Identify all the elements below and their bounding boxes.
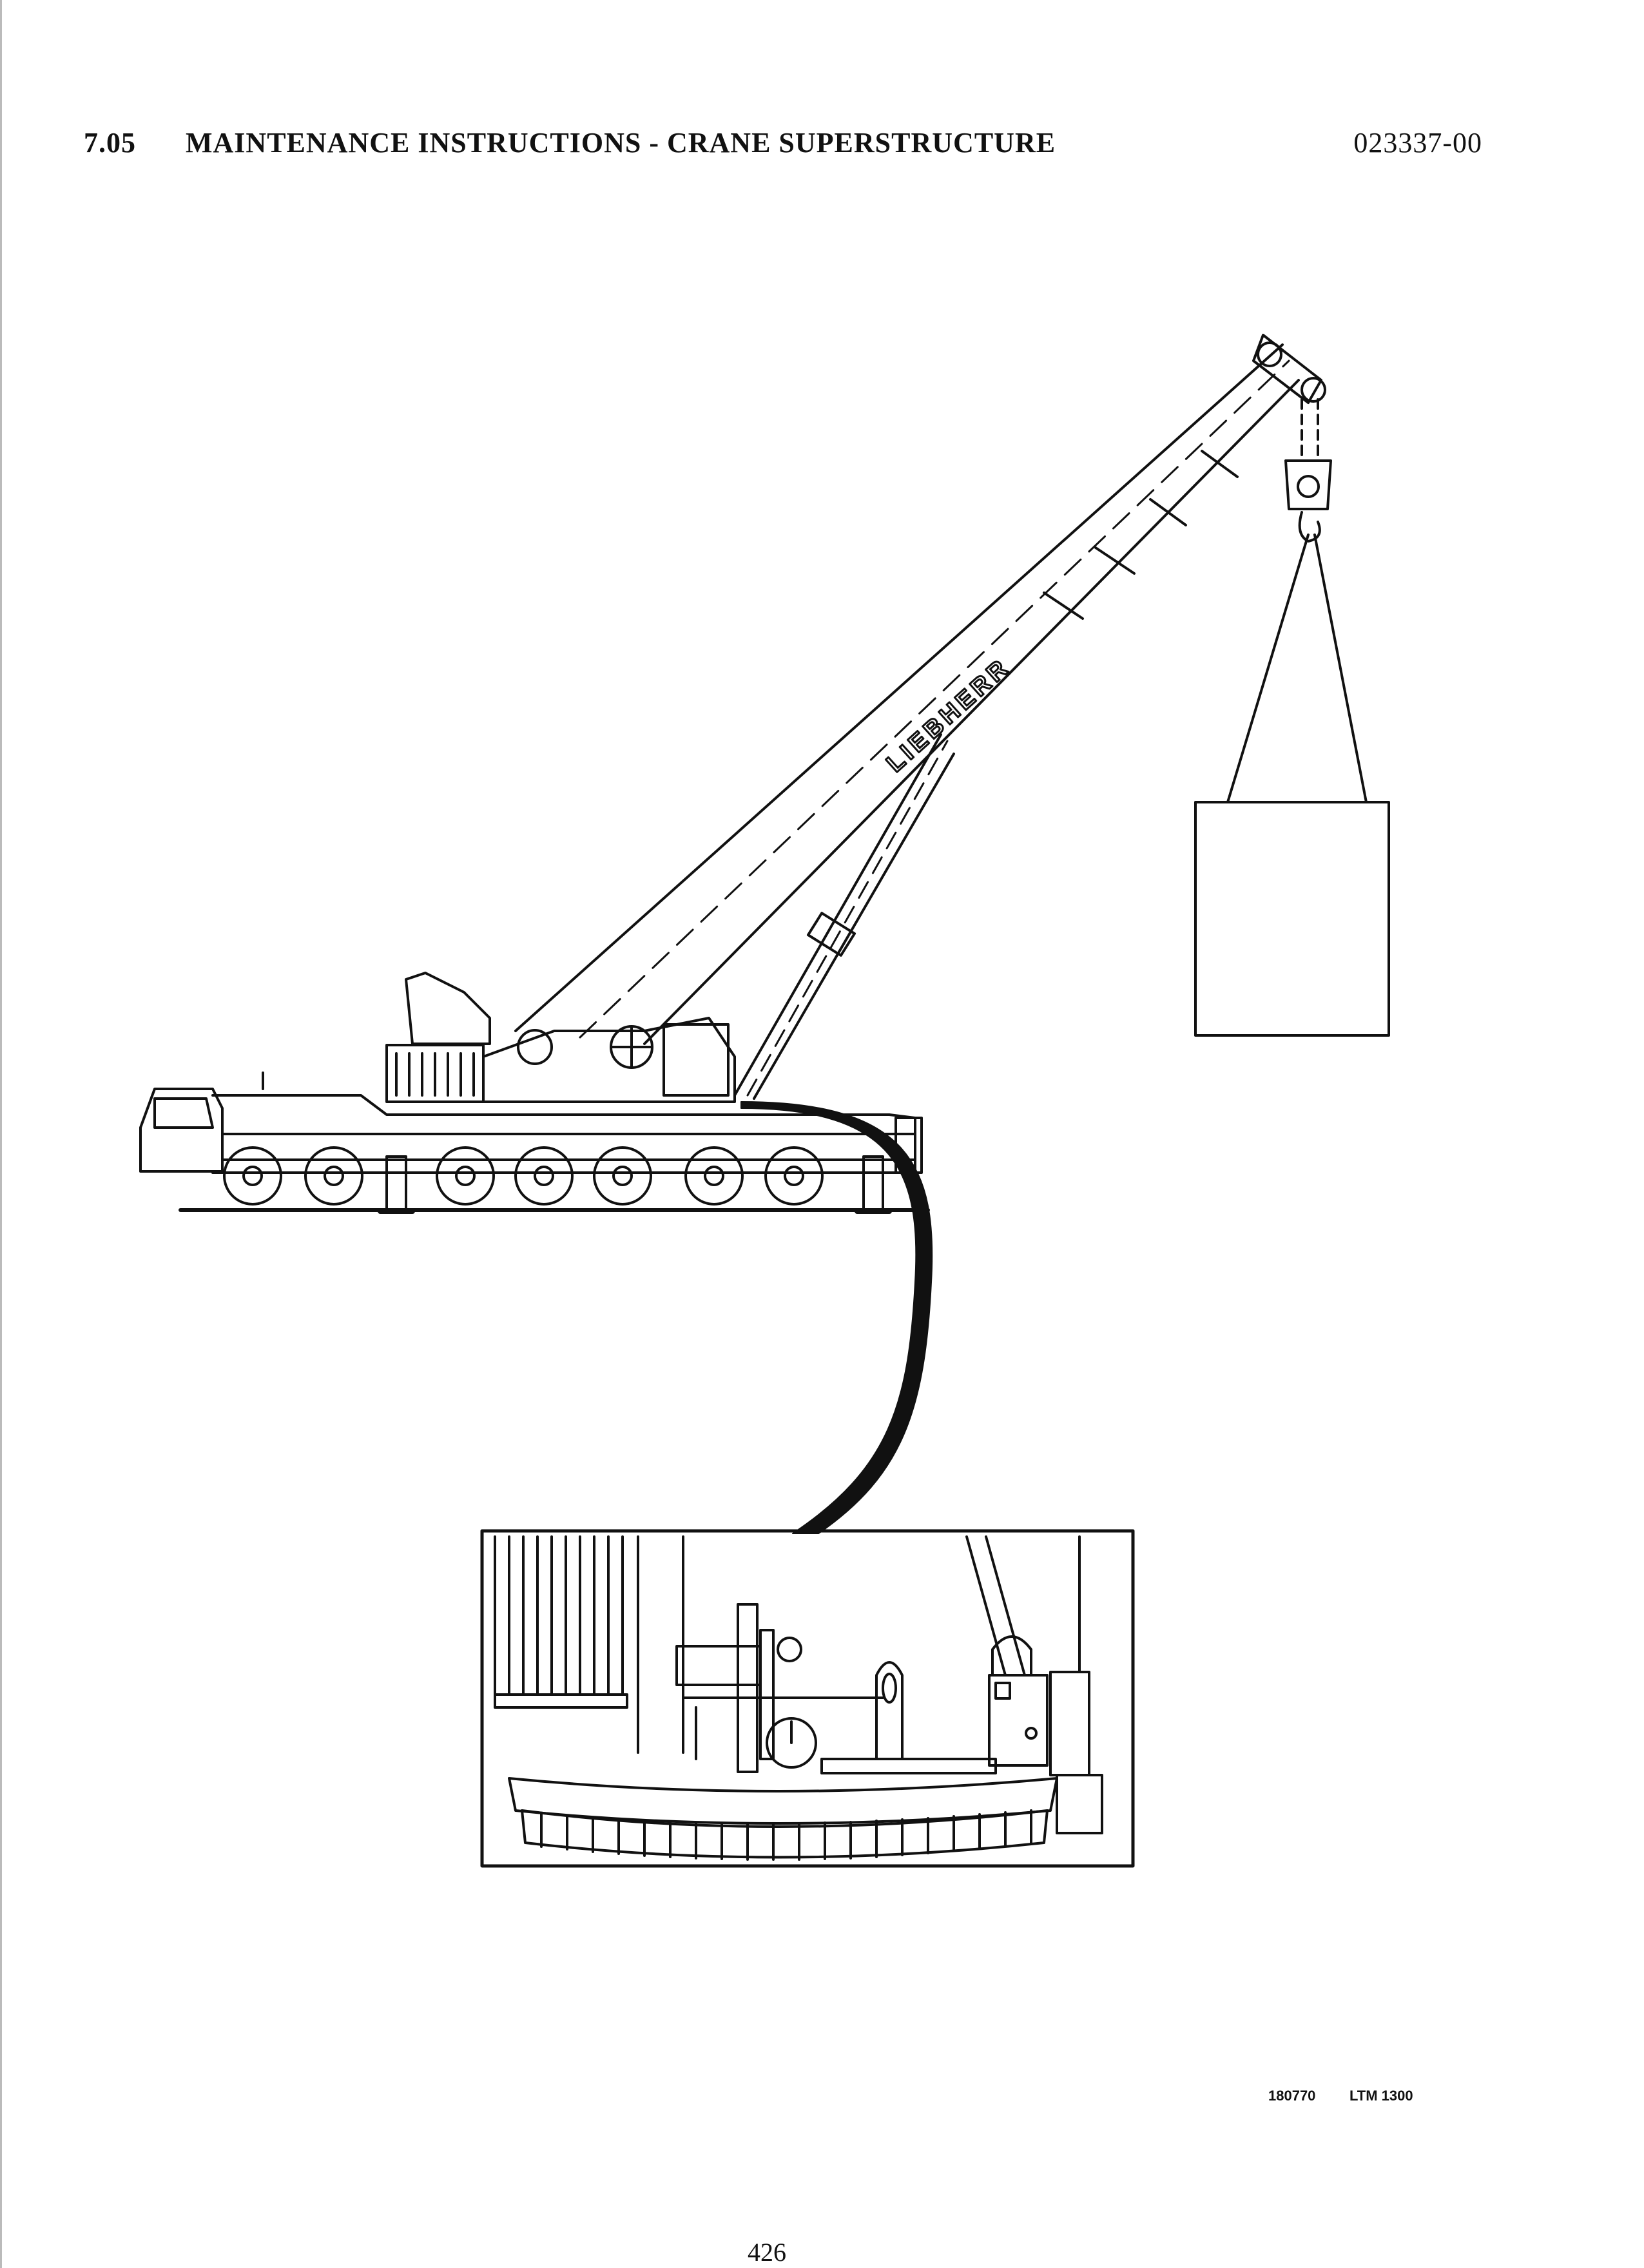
wheels bbox=[223, 1146, 824, 1206]
scan-margin-edge bbox=[0, 0, 2, 2268]
wheel bbox=[514, 1146, 574, 1206]
section-title: MAINTENANCE INSTRUCTIONS - CRANE SUPERST… bbox=[186, 127, 1056, 159]
luffing-cylinder bbox=[733, 733, 955, 1100]
boom-brand-label: LIEBHERR bbox=[882, 653, 1016, 777]
wheel bbox=[304, 1146, 363, 1206]
wheel bbox=[593, 1146, 652, 1206]
drawing-code: 180770 bbox=[1268, 2088, 1316, 2104]
slewing-ring-gear bbox=[508, 1777, 1058, 1861]
crane-model: LTM 1300 bbox=[1349, 2088, 1413, 2104]
section-number: 7.05 bbox=[84, 127, 136, 159]
wheel bbox=[223, 1146, 282, 1206]
truck-carrier bbox=[139, 1072, 923, 1214]
wheel bbox=[436, 1146, 495, 1206]
lifting-lug bbox=[875, 1661, 904, 1760]
dial-gauge bbox=[766, 1717, 817, 1769]
inset-right-housing bbox=[965, 1535, 1103, 1834]
load-sling bbox=[1226, 533, 1368, 803]
document-number: 023337-00 bbox=[1353, 127, 1482, 159]
suspended-load bbox=[1194, 801, 1390, 1037]
slewing-ring-detail-inset bbox=[480, 1529, 1135, 1868]
hook-block bbox=[1284, 398, 1332, 543]
page-header: 7.05 MAINTENANCE INSTRUCTIONS - CRANE SU… bbox=[84, 126, 1482, 178]
telescopic-boom bbox=[514, 334, 1326, 1045]
wheel bbox=[684, 1146, 744, 1206]
inset-left-structure bbox=[494, 1535, 684, 1754]
dial-gauge-fixture bbox=[675, 1603, 997, 1774]
detail-callout-leader bbox=[740, 1101, 933, 1534]
wheel bbox=[764, 1146, 824, 1206]
page-number: 426 bbox=[748, 2238, 786, 2267]
superstructure bbox=[385, 972, 736, 1103]
